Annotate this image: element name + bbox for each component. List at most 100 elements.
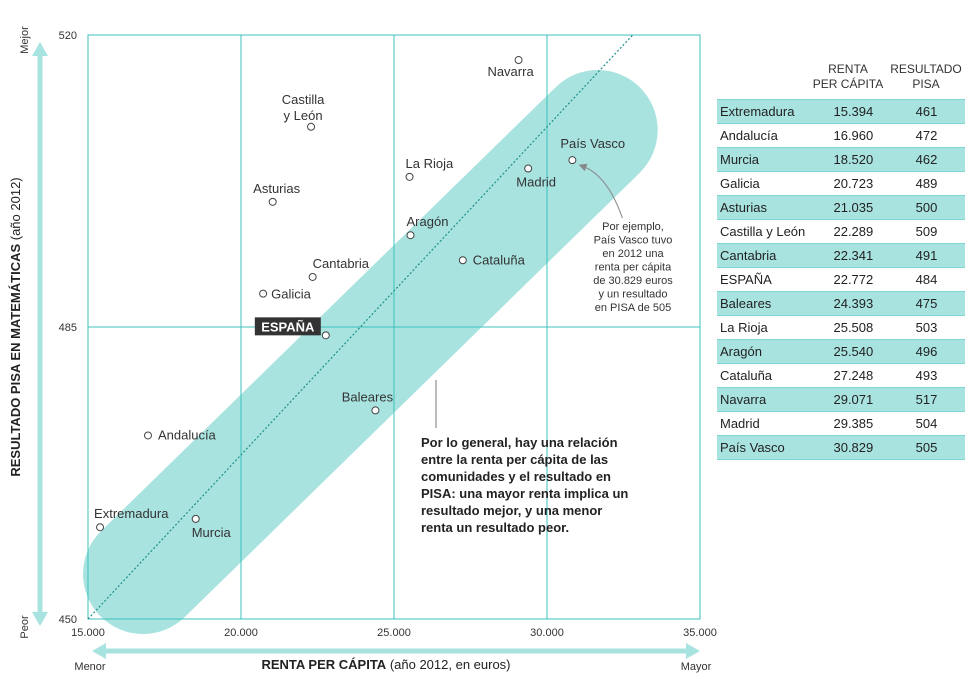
highlight-label-bg <box>254 317 321 336</box>
annotation-general-line: resultado mejor, y una menor <box>421 503 602 518</box>
point-label: Cataluña <box>473 252 526 267</box>
table-row: Cataluña 27.248 493 <box>717 363 965 387</box>
annotation-example-line: de 30.829 euros <box>593 275 673 287</box>
cell-pisa: 496 <box>915 344 938 359</box>
annotation-example-line: en 2012 una <box>602 248 664 260</box>
y-max-label: Mejor <box>19 26 31 54</box>
cell-pisa: 503 <box>915 320 938 335</box>
cell-renta: 15.394 <box>833 104 874 119</box>
annotation-arrow <box>578 163 623 219</box>
cell-pisa: 475 <box>915 296 938 311</box>
point-label: Extremadura <box>94 506 169 521</box>
data-point <box>268 197 277 206</box>
cell-pisa: 462 <box>915 152 938 167</box>
annotation-general-line: renta un resultado peor. <box>421 520 569 535</box>
table-row: Murcia 18.520 462 <box>717 147 965 171</box>
data-point <box>514 56 523 65</box>
y-arrow-down-icon <box>32 612 48 626</box>
x-arrow-right-icon <box>686 643 700 659</box>
cell-renta: 24.393 <box>833 296 874 311</box>
x-min-label: Menor <box>74 661 106 673</box>
x-axis-title: RENTA PER CÁPITA (año 2012, en euros) <box>261 657 510 672</box>
annotation-general-line: entre la renta per cápita de las <box>421 452 608 467</box>
cell-name: Andalucía <box>720 128 778 143</box>
annotation-example-line: en PISA de 505 <box>595 302 671 314</box>
point-label: Murcia <box>192 525 232 540</box>
cell-pisa: 504 <box>915 416 938 431</box>
cell-name: La Rioja <box>720 320 768 335</box>
x-tick-label: 25.000 <box>377 627 411 639</box>
cell-pisa: 505 <box>915 440 938 455</box>
trend-line <box>87 34 634 620</box>
y-axis-title: RESULTADO PISA EN MATEMÁTICAS (año 2012) <box>8 177 23 476</box>
data-point <box>96 523 105 532</box>
annotation-example-line: y un resultado <box>598 289 667 301</box>
trend-band <box>83 70 658 634</box>
cell-name: Extremadura <box>720 104 795 119</box>
data-point <box>568 156 577 165</box>
data-point <box>259 289 268 298</box>
header-name <box>717 62 809 99</box>
annotation-general-line: PISA: una mayor renta implica un <box>421 486 628 501</box>
point-label: Baleares <box>342 389 394 404</box>
cell-name: Navarra <box>720 392 767 407</box>
data-table: RENTA PER CÁPITA RESULTADO PISA Extremad… <box>717 62 965 460</box>
table-row: País Vasco 30.829 505 <box>717 435 965 460</box>
cell-renta: 22.341 <box>833 248 874 263</box>
cell-renta: 25.540 <box>833 344 874 359</box>
point-label: País Vasco <box>560 136 625 151</box>
cell-pisa: 461 <box>915 104 938 119</box>
data-point <box>405 172 414 181</box>
point-label: Galicia <box>271 287 312 302</box>
point-label: Madrid <box>516 174 556 189</box>
data-point <box>524 164 533 173</box>
cell-pisa: 517 <box>915 392 938 407</box>
annotation-general-line: Por lo general, hay una relación <box>421 435 618 450</box>
header-pisa-line1: RESULTADO <box>890 62 962 76</box>
cell-renta: 27.248 <box>833 368 874 383</box>
point-label: Asturias <box>253 181 300 196</box>
point-label: La Rioja <box>406 156 454 171</box>
data-point <box>371 406 380 415</box>
cell-name: Madrid <box>720 416 760 431</box>
cell-pisa: 500 <box>915 200 938 215</box>
cell-renta: 22.772 <box>833 272 874 287</box>
cell-pisa: 472 <box>915 128 938 143</box>
cell-pisa: 491 <box>915 248 938 263</box>
header-pisa: RESULTADO PISA <box>887 62 965 99</box>
x-max-label: Mayor <box>681 661 712 673</box>
table-row: Galicia 20.723 489 <box>717 171 965 195</box>
table-row: Aragón 25.540 496 <box>717 339 965 363</box>
table-row: Baleares 24.393 475 <box>717 291 965 315</box>
x-tick-label: 20.000 <box>224 627 258 639</box>
table-row: Extremadura 15.394 461 <box>717 99 965 123</box>
data-point <box>458 256 467 265</box>
point-label: y León <box>284 108 323 123</box>
point-label: Castilla <box>282 92 325 107</box>
y-tick-label: 520 <box>59 30 77 42</box>
y-tick-label: 450 <box>59 614 77 626</box>
table-header: RENTA PER CÁPITA RESULTADO PISA <box>717 62 965 99</box>
table-row: ESPAÑA 22.772 484 <box>717 267 965 291</box>
table-body: Extremadura 15.394 461 Andalucía 16.960 472 Mu… <box>717 99 965 460</box>
cell-pisa: 489 <box>915 176 938 191</box>
cell-name: País Vasco <box>720 440 785 455</box>
header-renta-line1: RENTA <box>828 62 868 76</box>
x-tick-label: 15.000 <box>71 627 105 639</box>
point-label: Andalucía <box>158 427 217 442</box>
table-row: Asturias 21.035 500 <box>717 195 965 219</box>
table-row: Castilla y León 22.289 509 <box>717 219 965 243</box>
x-tick-label: 35.000 <box>683 627 717 639</box>
point-label: Cantabria <box>313 256 370 271</box>
table-row: Madrid 29.385 504 <box>717 411 965 435</box>
header-renta: RENTA PER CÁPITA <box>809 62 887 99</box>
cell-name: Murcia <box>720 152 760 167</box>
y-arrow-up-icon <box>32 42 48 56</box>
cell-pisa: 484 <box>915 272 938 287</box>
cell-name: Aragón <box>720 344 762 359</box>
cell-renta: 29.071 <box>833 392 874 407</box>
data-point <box>406 231 415 240</box>
cell-name: Cantabria <box>720 248 777 263</box>
table-row: Cantabria 22.341 491 <box>717 243 965 267</box>
header-pisa-line2: PISA <box>912 77 940 91</box>
